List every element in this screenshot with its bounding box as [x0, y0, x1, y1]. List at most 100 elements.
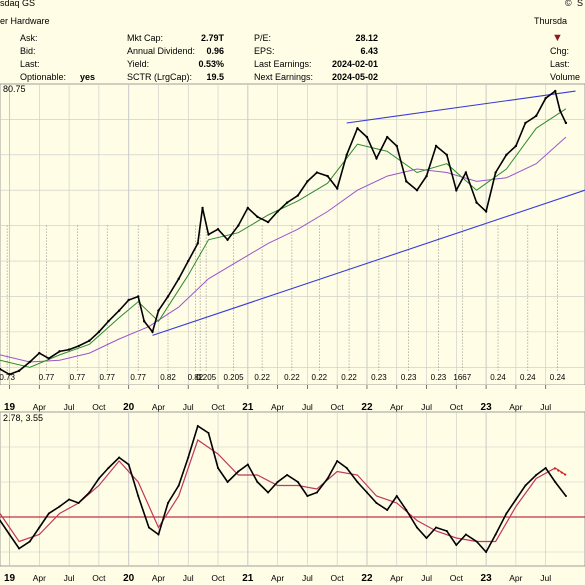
- price-point: [386, 135, 389, 139]
- optionable-label: Optionable:: [20, 72, 67, 82]
- macd-point: [38, 526, 41, 529]
- macd-point: [356, 481, 359, 483]
- price-point: [47, 357, 51, 360]
- price-point: [564, 121, 568, 125]
- x-tick-label-bottom: Apr: [271, 573, 284, 583]
- price-point: [484, 210, 488, 213]
- macd-point: [276, 481, 279, 483]
- macd-point: [166, 502, 169, 504]
- x-tick-label: Jul: [183, 402, 194, 412]
- x-tick-label-bottom: Oct: [331, 573, 345, 583]
- price-point: [375, 157, 378, 160]
- macd-point: [18, 547, 21, 550]
- x-tick-label-bottom: Oct: [92, 573, 106, 583]
- macd-point: [494, 533, 497, 536]
- x-tick-label-bottom: 20: [123, 573, 135, 584]
- macd-point: [505, 512, 508, 515]
- price-point: [151, 330, 154, 334]
- price-point: [117, 309, 121, 312]
- macd-point: [395, 495, 398, 497]
- macd-point: [445, 530, 448, 532]
- x-tick-label-bottom: Oct: [450, 573, 464, 583]
- indicator-legend: 2.78, 3.55: [3, 413, 43, 423]
- x-tick-label-bottom: 23: [481, 573, 493, 584]
- x-tick-label: Jul: [421, 402, 432, 412]
- dividend-label: 0.22: [254, 373, 270, 382]
- price-point: [187, 259, 190, 263]
- price-point: [256, 215, 259, 218]
- next-earnings-value: 2024-05-02: [331, 72, 378, 82]
- macd-point: [68, 498, 71, 501]
- macd-point: [464, 533, 467, 536]
- price-point: [137, 295, 140, 298]
- x-tick-label-bottom: Jul: [183, 573, 194, 583]
- sector-label: er Hardware: [0, 16, 50, 26]
- price-point: [534, 114, 538, 118]
- price-point: [207, 233, 210, 236]
- macd-point: [8, 533, 11, 536]
- macd-line: [0, 424, 567, 554]
- x-tick-label: Apr: [271, 402, 284, 412]
- price-point: [554, 89, 557, 93]
- chg-label: Chg:: [550, 46, 570, 56]
- macd-point: [485, 551, 488, 553]
- x-tick-label-bottom: 21: [242, 573, 254, 584]
- indicator-panel: 2.78, 3.55: [0, 411, 585, 567]
- price-point: [226, 238, 229, 242]
- axis-band-top: [0, 385, 585, 412]
- x-tick-label-bottom: Jul: [421, 573, 432, 583]
- x-tick-label-bottom: 22: [361, 573, 373, 584]
- price-point: [326, 174, 329, 178]
- mkt-cap-value: 2.79T: [200, 33, 224, 43]
- macd-point: [326, 477, 329, 480]
- macd-point: [514, 498, 517, 501]
- macd-point: [375, 502, 378, 504]
- macd-point: [246, 463, 249, 466]
- x-tick-label: Apr: [152, 402, 165, 412]
- macd-point: [416, 526, 419, 529]
- x-tick-label: Oct: [450, 402, 464, 412]
- x-tick-label-bottom: Apr: [33, 573, 46, 583]
- price-point: [455, 189, 458, 192]
- macd-point: [147, 526, 150, 529]
- macd-point: [315, 491, 318, 494]
- x-tick-label: 21: [242, 402, 254, 413]
- price-point: [296, 194, 300, 197]
- price-point: [266, 220, 270, 224]
- signal-line: [0, 439, 567, 543]
- next-earnings-label: Next Earnings:: [254, 72, 314, 82]
- x-tick-label-bottom: Apr: [509, 573, 522, 583]
- macd-point: [97, 477, 100, 480]
- macd-point: [286, 474, 289, 476]
- dividend-label: 0.23: [371, 373, 387, 382]
- macd-point: [267, 491, 270, 494]
- pe-value: 28.12: [355, 33, 378, 43]
- optionable-value: yes: [80, 72, 96, 82]
- macd-point: [554, 481, 557, 483]
- x-tick-label-bottom: Oct: [211, 573, 225, 583]
- macd-point: [137, 495, 140, 497]
- dividend-label: 0.73: [0, 373, 15, 382]
- x-tick-label: Apr: [33, 402, 46, 412]
- x-tick-label: 22: [361, 402, 373, 413]
- sma200-line: [0, 136, 567, 363]
- dividend-label: 0.23: [401, 373, 417, 382]
- x-tick-label: Apr: [390, 402, 403, 412]
- x-tick-label: 20: [123, 402, 135, 413]
- price-point: [558, 109, 562, 112]
- price-point: [97, 330, 101, 334]
- dividend-label: 0.22: [284, 373, 300, 382]
- price-point: [475, 201, 478, 204]
- price-point: [216, 227, 220, 231]
- macd-point: [177, 484, 180, 487]
- x-tick-label-bottom: Apr: [390, 573, 403, 583]
- macd-point: [28, 540, 31, 543]
- mkt-cap-label: Mkt Cap:: [127, 33, 164, 43]
- macd-point: [58, 505, 61, 508]
- dividend-label: 0.205: [224, 373, 245, 382]
- dividend-label: 0.24: [550, 373, 566, 382]
- price-point: [544, 96, 547, 100]
- price-point: [38, 351, 41, 355]
- dividend-label: 0.82: [188, 373, 204, 382]
